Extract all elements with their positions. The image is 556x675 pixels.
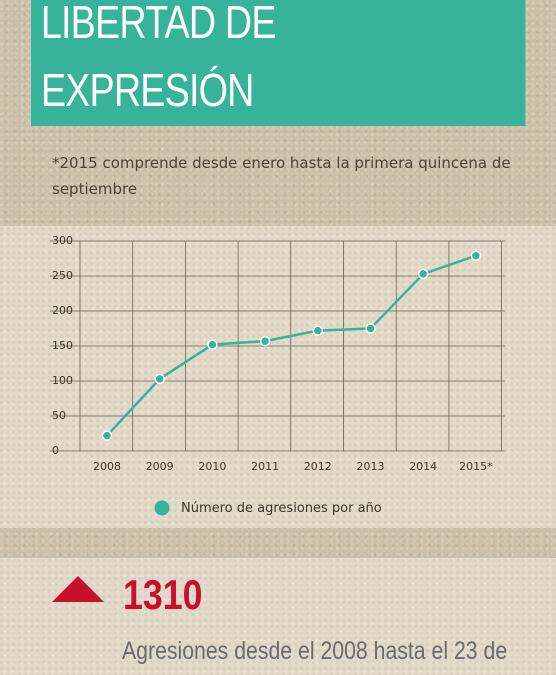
y-tick-label: 300 <box>52 234 73 247</box>
x-tick-label: 2015* <box>459 460 493 473</box>
title-banner: LIBERTAD DE EXPRESIÓN <box>31 0 526 126</box>
x-tick-label: 2010 <box>198 460 226 473</box>
data-point <box>259 335 271 347</box>
data-point <box>470 250 482 261</box>
x-tick-label: 2014 <box>409 460 437 473</box>
title-line-1: LIBERTAD DE <box>40 0 277 48</box>
x-tick-label: 2011 <box>251 460 279 473</box>
series-line <box>106 254 477 437</box>
stat-number: 1310 <box>123 571 203 618</box>
y-tick-label: 150 <box>52 339 73 352</box>
data-point <box>101 430 113 441</box>
legend-label: Número de agresiones por año <box>181 501 382 516</box>
data-point <box>417 268 429 280</box>
y-tick-label: 100 <box>52 374 73 387</box>
y-tick-label: 200 <box>52 304 73 317</box>
x-tick-label: 2012 <box>304 460 332 473</box>
line-chart: 0 50 100 150 200 250 300 2008 2009 2010 2011 2012 20… <box>50 234 505 516</box>
data-point <box>365 323 376 334</box>
data-point <box>312 325 324 336</box>
y-tick-label: 250 <box>52 269 73 282</box>
chart-panel: 0 50 100 150 200 250 300 2008 2009 2010 2011 2012 20… <box>0 226 556 528</box>
y-tick-label: 50 <box>52 409 66 422</box>
title-line-2: EXPRESIÓN <box>40 64 255 116</box>
data-point <box>154 373 165 385</box>
up-triangle-icon <box>52 576 104 602</box>
x-tick-label: 2008 <box>93 460 121 473</box>
legend-marker <box>154 500 170 516</box>
x-tick-label: 2009 <box>146 460 174 473</box>
x-tick-label: 2013 <box>357 460 385 473</box>
data-point <box>207 339 218 350</box>
stat-description: Agresiones desde el 2008 hasta el 23 de <box>122 637 508 665</box>
y-tick-label: 0 <box>52 444 59 457</box>
footnote: *2015 comprende desde enero hasta la pri… <box>52 154 511 198</box>
